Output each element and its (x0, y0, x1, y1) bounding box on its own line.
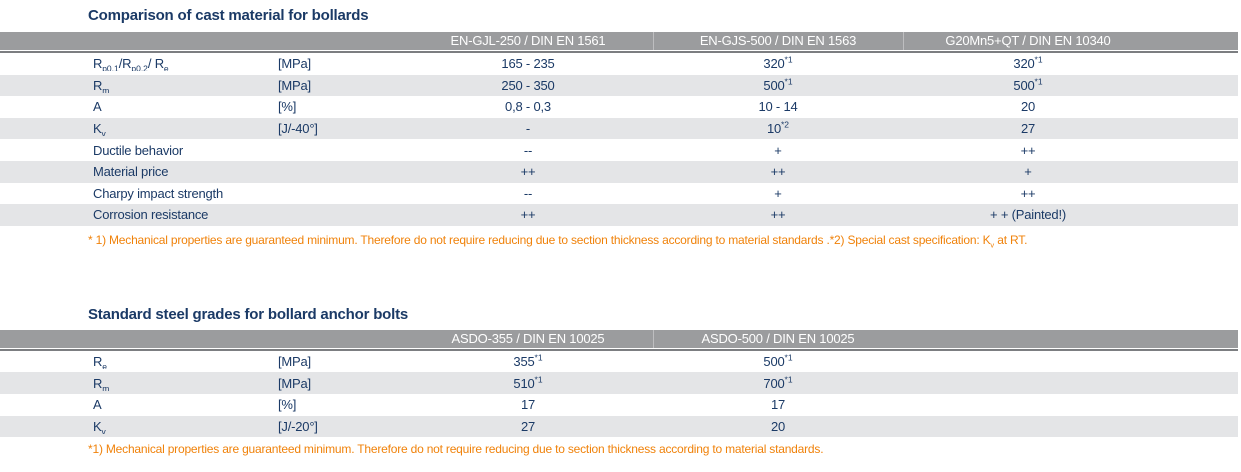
row-unit: [J/-20°] (278, 418, 318, 434)
row-value: 500*1 (763, 354, 793, 370)
row-value: -- (523, 142, 533, 158)
row-unit: [%] (278, 397, 297, 413)
steel-grades-header-row: ASDO-355 / DIN EN 10025 ASDO-500 / DIN E… (0, 329, 1238, 349)
row-value: 250 - 350 (501, 77, 555, 93)
row-label: Kv (93, 418, 106, 434)
row-value: 27 (520, 418, 536, 434)
row-value: ++ (1020, 185, 1036, 201)
row-value: 355*1 (513, 354, 543, 370)
document-page: Comparison of cast material for bollards… (0, 6, 1241, 456)
steel-grades-table-body: Re [MPa] 355*1 500*1 Rm [MPa] 510*1 700*1 A [%] 17… (0, 350, 1238, 438)
row-label: Rm (93, 375, 110, 391)
row-value: 10 - 14 (758, 99, 798, 115)
header-divider (0, 51, 1238, 53)
row-label: Material price (93, 164, 169, 180)
steel-grades-footnote: *1) Mechanical properties are guaranteed… (88, 442, 824, 457)
cast-material-table: EN-GJL-250 / DIN EN 1561 EN-GJS-500 / DI… (0, 32, 1238, 226)
row-value: + (1024, 164, 1032, 180)
row-unit: [MPa] (278, 56, 311, 72)
cast-material-footnote: * 1) Mechanical properties are guarantee… (88, 232, 1028, 250)
row-unit: [MPa] (278, 375, 311, 391)
row-value: 20 (770, 418, 786, 434)
column-header-asdo-500: ASDO-500 / DIN EN 10025 (653, 330, 903, 349)
header-divider (0, 348, 1238, 351)
row-unit: [J/-40°] (278, 121, 318, 137)
row-value: + (774, 142, 782, 158)
row-label: Charpy impact strength (93, 185, 223, 201)
row-value: 700*1 (763, 375, 793, 391)
row-value: ++ (1020, 142, 1036, 158)
table-row: Material price ++ ++ + (0, 160, 1238, 183)
column-header-asdo-355: ASDO-355 / DIN EN 10025 (451, 330, 605, 346)
column-header-en-gjl-250: EN-GJL-250 / DIN EN 1561 (450, 33, 606, 48)
row-unit: [MPa] (278, 354, 311, 370)
row-value: 17 (770, 397, 786, 413)
table-row: Kv [J/-20°] 27 20 (0, 415, 1238, 438)
row-value: ++ (770, 207, 786, 223)
row-value: + + (Painted!) (990, 207, 1066, 223)
row-value: 0,8 - 0,3 (505, 99, 551, 115)
row-value: 17 (520, 397, 536, 413)
row-value: - (525, 121, 531, 137)
row-value: ++ (520, 207, 536, 223)
table-row: Re [MPa] 355*1 500*1 (0, 350, 1238, 373)
table-row: Rm [MPa] 250 - 350 500*1 500*1 (0, 74, 1238, 97)
row-unit: [%] (278, 99, 297, 115)
steel-grades-table: ASDO-355 / DIN EN 10025 ASDO-500 / DIN E… (0, 329, 1238, 438)
row-value: 27 (1020, 121, 1036, 137)
row-value: ++ (520, 164, 536, 180)
row-label: Re (93, 354, 107, 370)
row-value: 500*1 (1013, 77, 1043, 93)
column-header-en-gjs-500: EN-GJS-500 / DIN EN 1563 (653, 32, 903, 51)
table-row: Rm [MPa] 510*1 700*1 (0, 372, 1238, 394)
row-label: Kv (93, 121, 106, 137)
table-row: Charpy impact strength -- + ++ (0, 182, 1238, 205)
row-label: Corrosion resistance (93, 207, 209, 223)
row-value: 10*2 (766, 121, 790, 137)
row-value: ++ (770, 164, 786, 180)
row-value: 500*1 (763, 77, 793, 93)
column-header-g20mn5-qt: G20Mn5+QT / DIN EN 10340 (903, 32, 1153, 51)
row-value: 510*1 (513, 375, 543, 391)
row-label: A (93, 99, 102, 115)
steel-grades-table-title: Standard steel grades for bollard anchor… (88, 305, 409, 323)
row-value: -- (523, 185, 533, 201)
cast-material-header-row: EN-GJL-250 / DIN EN 1561 EN-GJS-500 / DI… (0, 32, 1238, 51)
cast-material-table-title: Comparison of cast material for bollards (88, 7, 369, 24)
row-value: 320*1 (1013, 56, 1043, 72)
table-row: Kv [J/-40°] - 10*2 27 (0, 117, 1238, 140)
row-label: Rm (93, 77, 110, 93)
table-row: Corrosion resistance ++ ++ + + (Painted!) (0, 204, 1238, 226)
row-value: 165 - 235 (501, 56, 555, 72)
row-label: Ductile behavior (93, 142, 184, 158)
row-label: Rp0,1/Rp0,2/ Re (93, 56, 169, 72)
row-unit: [MPa] (278, 77, 311, 93)
table-row: A [%] 17 17 (0, 393, 1238, 416)
cast-material-table-body: Rp0,1/Rp0,2/ Re [MPa] 165 - 235 320*1 320*1 R… (0, 53, 1238, 226)
table-row: Ductile behavior -- + ++ (0, 139, 1238, 161)
table-row: A [%] 0,8 - 0,3 10 - 14 20 (0, 96, 1238, 118)
table-row: Rp0,1/Rp0,2/ Re [MPa] 165 - 235 320*1 320*1 (0, 53, 1238, 75)
row-value: 20 (1020, 99, 1036, 115)
row-value: + (774, 185, 782, 201)
row-value: 320*1 (763, 56, 793, 72)
row-label: A (93, 397, 102, 413)
